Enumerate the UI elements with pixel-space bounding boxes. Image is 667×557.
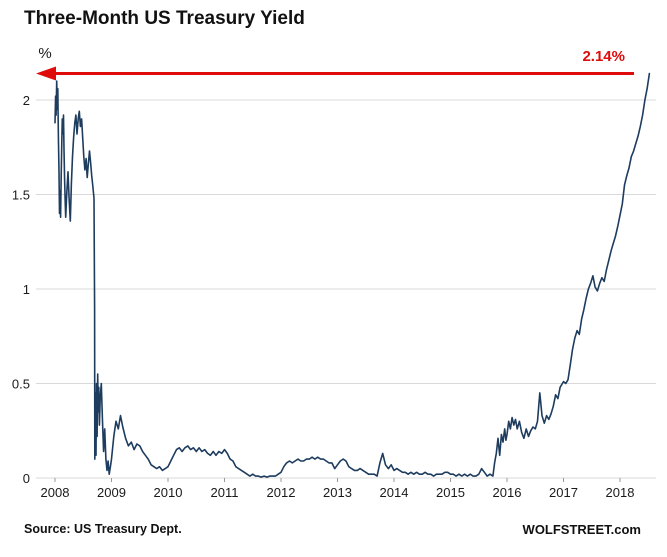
- x-tick-label: 2009: [97, 485, 126, 500]
- x-tick-label: 2015: [436, 485, 465, 500]
- x-tick-label: 2017: [549, 485, 578, 500]
- x-tick-label: 2018: [606, 485, 635, 500]
- site-branding: WOLFSTREET.com: [522, 522, 641, 537]
- annotation-arrow-head-icon: [36, 66, 56, 81]
- chart-title: Three-Month US Treasury Yield: [24, 8, 305, 29]
- y-tick-label: 0.5: [12, 377, 30, 392]
- x-tick-label: 2008: [41, 485, 70, 500]
- x-tick-label: 2012: [267, 485, 296, 500]
- yield-chart: 0 0.5 1 1.5 2 2008 2009 2010 2011 2012 2013 2014 201…: [12, 45, 656, 500]
- x-tick-label: 2014: [380, 485, 409, 500]
- yield-line: [54, 72, 651, 478]
- y-tick-label: 2: [23, 93, 30, 108]
- x-tick-label: 2010: [154, 485, 183, 500]
- annotation-label: 2.14%: [582, 48, 625, 65]
- y-tick-label: 0: [23, 471, 30, 486]
- source-credit: Source: US Treasury Dept.: [24, 522, 182, 536]
- y-tick-label: 1.5: [12, 188, 30, 203]
- x-tick-label: 2013: [323, 485, 352, 500]
- y-tick-label: 1: [23, 282, 30, 297]
- y-axis-unit-label: %: [38, 45, 51, 62]
- x-tick-label: 2011: [211, 485, 239, 500]
- x-tick-label: 2016: [493, 485, 522, 500]
